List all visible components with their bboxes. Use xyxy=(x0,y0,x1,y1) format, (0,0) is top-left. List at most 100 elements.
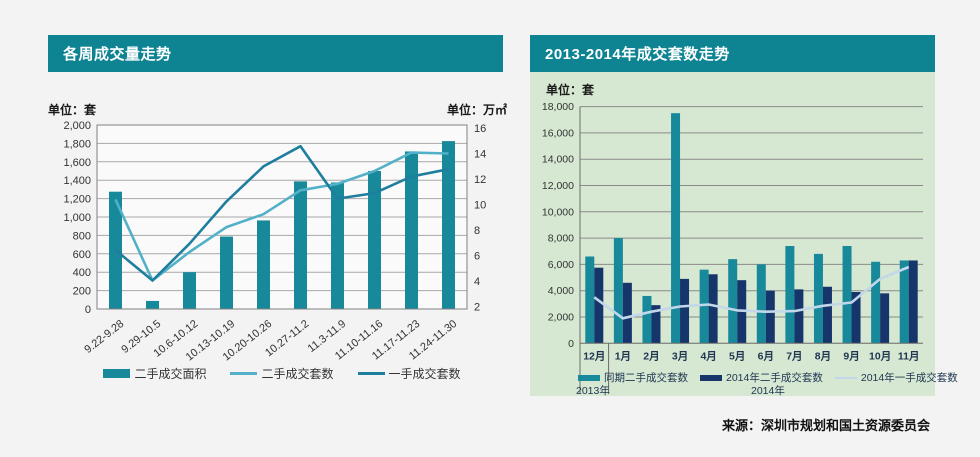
svg-text:9.22-9.28: 9.22-9.28 xyxy=(82,318,126,356)
monthly-legend: 同期二手成交套数 2014年二手成交套数 2014年一手成交套数 xyxy=(578,370,958,385)
bar xyxy=(699,269,709,344)
svg-text:2: 2 xyxy=(474,302,480,314)
bar xyxy=(899,260,909,344)
legend-label: 一手成交套数 xyxy=(388,367,461,381)
weekly-unit-left-label: 单位：套 xyxy=(48,103,97,117)
legend-label: 二手成交面积 xyxy=(134,367,207,381)
navy-bar-swatch-icon xyxy=(700,374,722,381)
svg-text:1,200: 1,200 xyxy=(63,194,91,206)
y-axis-tick-labels: 0 2,000 4,000 6,000 8,000 10,000 12,000 14,000 1… xyxy=(542,101,574,350)
svg-text:6,000: 6,000 xyxy=(548,259,574,271)
firsthand-line-swatch-icon xyxy=(357,372,385,375)
bar xyxy=(822,286,832,344)
bar xyxy=(871,261,881,344)
monthly-chart-titlebar: 2013-2014年成交套数走势 xyxy=(530,35,935,72)
svg-text:4: 4 xyxy=(474,276,480,288)
bar xyxy=(671,113,681,344)
monthly-chart-body: 单位：套 0 2,000 4,000 6,000 8,000 10,000 12,000 14… xyxy=(530,72,958,397)
svg-text:2,000: 2,000 xyxy=(548,312,574,324)
svg-text:12,000: 12,000 xyxy=(542,180,574,192)
legend-label: 2014年一手成交套数 xyxy=(860,372,958,384)
left-axis-tick-labels: 0 200 400 600 800 1,000 1,200 1,400 1,600 1,800 2,… xyxy=(63,120,91,316)
line-一手成交套数 xyxy=(114,144,449,282)
monthly-chart-title: 2013-2014年成交套数走势 xyxy=(545,46,730,63)
svg-text:12月: 12月 xyxy=(583,350,605,362)
bar xyxy=(294,181,307,309)
monthly-chart-panel: 2013-2014年成交套数走势 单位：套 0 2,000 4,000 6,000 8,… xyxy=(530,35,958,397)
plot-border xyxy=(96,124,468,310)
svg-text:4月: 4月 xyxy=(700,350,716,362)
legend-item-2013-secondhand: 同期二手成交套数 xyxy=(578,370,688,385)
weekly-unit-right-label: 单位：万㎡ xyxy=(446,103,507,117)
svg-text:400: 400 xyxy=(73,267,91,279)
source-text: 来源：深圳市规划和国土资源委员会 xyxy=(721,418,930,433)
bar xyxy=(908,260,918,344)
teal-bar-swatch-icon xyxy=(578,374,600,381)
svg-text:10: 10 xyxy=(474,200,486,212)
bars-2013-secondhand xyxy=(585,113,909,344)
svg-text:2月: 2月 xyxy=(643,350,659,362)
svg-text:600: 600 xyxy=(73,249,91,261)
area-bar-swatch-icon xyxy=(103,369,131,378)
bar xyxy=(642,295,652,344)
bar xyxy=(756,264,766,344)
bar xyxy=(594,267,604,344)
bar xyxy=(680,278,690,344)
legend-item-secondhand-units: 二手成交套数 xyxy=(230,365,334,382)
svg-text:12: 12 xyxy=(474,174,486,186)
bar xyxy=(708,274,718,344)
bar xyxy=(331,182,344,309)
bar xyxy=(146,300,159,309)
svg-text:8,000: 8,000 xyxy=(548,233,574,245)
svg-text:9月: 9月 xyxy=(843,350,859,362)
legend-label: 2014年二手成交套数 xyxy=(726,372,823,384)
svg-text:7月: 7月 xyxy=(786,350,802,362)
bar xyxy=(622,282,632,344)
legend-label: 同期二手成交套数 xyxy=(604,372,688,384)
bar xyxy=(794,289,804,344)
line-2014-firsthand xyxy=(593,265,910,320)
svg-text:2,000: 2,000 xyxy=(63,120,91,132)
legend-item-2014-firsthand: 2014年一手成交套数 xyxy=(834,370,958,385)
svg-text:1,600: 1,600 xyxy=(63,157,91,169)
year-label-2013: 2013年 xyxy=(576,385,610,397)
svg-text:0: 0 xyxy=(568,338,574,350)
svg-text:4,000: 4,000 xyxy=(548,285,574,297)
svg-text:1,800: 1,800 xyxy=(63,138,91,150)
weekly-combo-chart: 0 200 400 600 800 1,000 1,200 1,400 1,600 1,800 2,… xyxy=(63,120,486,364)
weekly-chart-titlebar: 各周成交量走势 xyxy=(48,35,503,72)
svg-text:1,400: 1,400 xyxy=(63,175,91,187)
svg-text:8: 8 xyxy=(474,225,480,237)
bar xyxy=(613,238,623,344)
weekly-chart-panel: 各周成交量走势 单位：套 单位：万㎡ 0 200 400 600 800 1,000 1,2… xyxy=(48,35,507,395)
svg-text:14: 14 xyxy=(474,149,486,161)
svg-text:14,000: 14,000 xyxy=(542,154,574,166)
bar xyxy=(842,245,852,344)
svg-text:0: 0 xyxy=(85,304,91,316)
svg-text:10,000: 10,000 xyxy=(542,206,574,218)
svg-text:18,000: 18,000 xyxy=(542,101,574,113)
svg-text:11月: 11月 xyxy=(898,350,920,362)
bar xyxy=(257,220,270,309)
bar xyxy=(851,292,861,344)
right-axis-tick-labels: 16 14 12 10 8 6 4 2 xyxy=(474,123,486,314)
svg-text:200: 200 xyxy=(73,286,91,298)
year-label-2014: 2014年 xyxy=(751,385,785,397)
bar xyxy=(220,236,233,309)
bar xyxy=(651,305,661,344)
bar xyxy=(585,256,595,344)
secondhand-line-swatch-icon xyxy=(230,372,258,375)
month-labels: 12月 1月 2月 3月 4月 5月 6月 7月 8月 9月 10月 11月 xyxy=(583,350,919,362)
svg-text:5月: 5月 xyxy=(729,350,745,362)
legend-item-2014-secondhand: 2014年二手成交套数 xyxy=(700,370,823,385)
svg-text:6月: 6月 xyxy=(758,350,774,362)
svg-text:8月: 8月 xyxy=(815,350,831,362)
bar xyxy=(728,259,738,344)
bar xyxy=(368,171,381,309)
bar xyxy=(785,245,795,344)
legend-label: 二手成交套数 xyxy=(261,367,334,381)
bar xyxy=(765,290,775,344)
svg-text:16: 16 xyxy=(474,123,486,135)
monthly-combo-chart: 0 2,000 4,000 6,000 8,000 10,000 12,000 14,000 1… xyxy=(542,101,923,394)
